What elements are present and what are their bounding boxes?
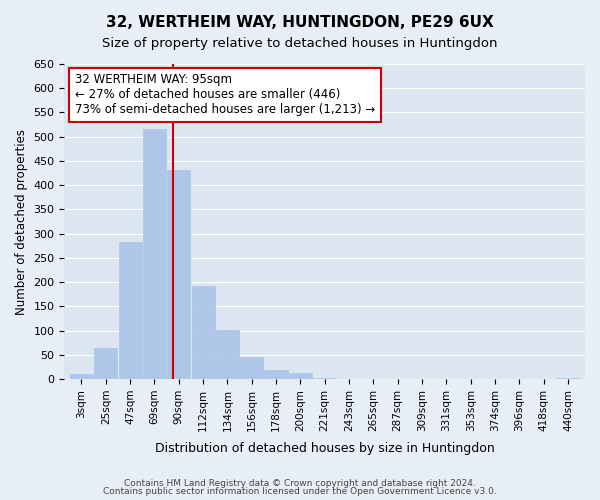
Bar (167, 170, 190, 379)
Bar (265, 370, 287, 379)
Text: Size of property relative to detached houses in Huntingdon: Size of property relative to detached ho… (102, 38, 498, 51)
Y-axis label: Number of detached properties: Number of detached properties (15, 128, 28, 314)
Bar (313, 378, 336, 379)
Bar (143, 130, 166, 379)
Text: 32 WERTHEIM WAY: 95sqm
← 27% of detached houses are smaller (446)
73% of semi-de: 32 WERTHEIM WAY: 95sqm ← 27% of detached… (75, 74, 375, 116)
Text: Contains public sector information licensed under the Open Government Licence v3: Contains public sector information licen… (103, 487, 497, 496)
X-axis label: Distribution of detached houses by size in Huntingdon: Distribution of detached houses by size … (155, 442, 494, 455)
Text: Contains HM Land Registry data © Crown copyright and database right 2024.: Contains HM Land Registry data © Crown c… (124, 478, 476, 488)
Bar (556, 378, 580, 379)
Text: 32, WERTHEIM WAY, HUNTINGDON, PE29 6UX: 32, WERTHEIM WAY, HUNTINGDON, PE29 6UX (106, 15, 494, 30)
Bar (94, 348, 118, 379)
Bar (191, 286, 215, 379)
Bar (289, 373, 312, 379)
Bar (240, 356, 263, 379)
Bar (216, 330, 239, 379)
Bar (70, 374, 93, 379)
Bar (119, 242, 142, 379)
